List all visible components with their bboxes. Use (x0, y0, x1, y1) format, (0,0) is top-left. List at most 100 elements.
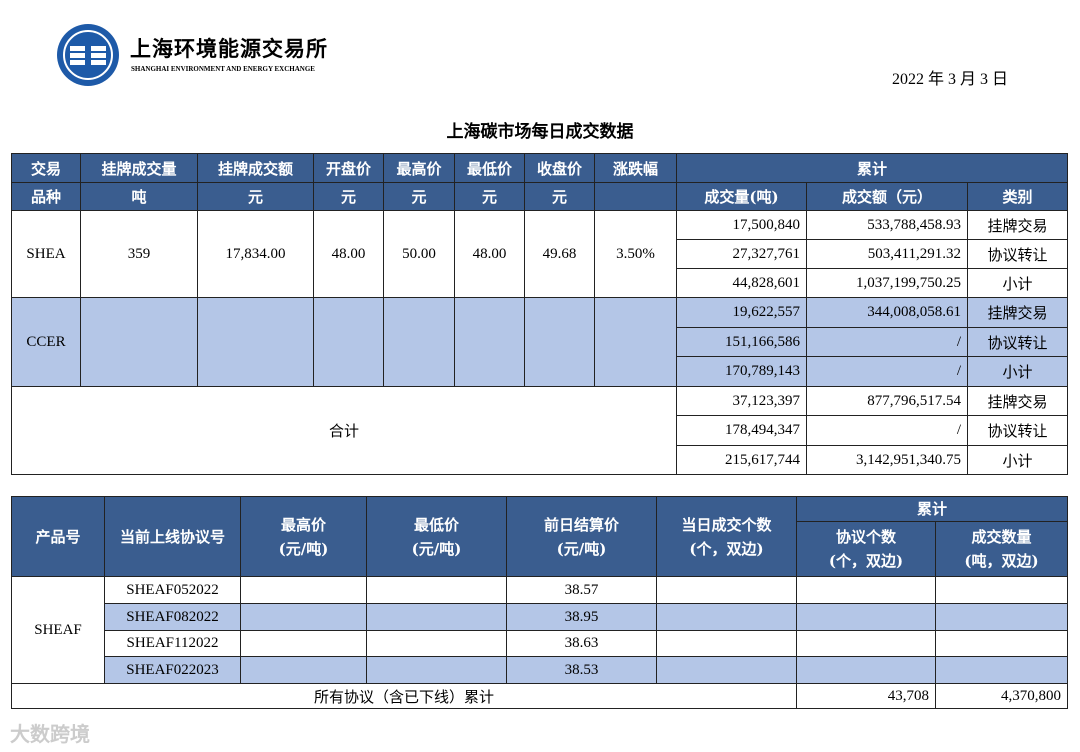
table-cell (934, 603, 1069, 631)
value-cell: 协议转让 (966, 415, 1069, 446)
table-row: 品种吨元元元元元成交量(吨) 成交额（元） 类别 (11, 182, 1069, 211)
header-text: 当前上线协议号 (119, 527, 225, 546)
table-cell (656, 603, 797, 631)
daily-trade-table: 交易 挂牌成交量 挂牌成交额 开盘价 最高价 最低价 收盘价 涨跌幅 累计 品种吨元元元元元成交量… (11, 153, 1069, 475)
column-header: 前日结算价 (元/吨) (506, 496, 657, 577)
column-header: 成交数量 (吨，双边) (934, 521, 1069, 577)
value-cell: 215,617,744 (676, 445, 807, 475)
column-header: 最低价 (元/吨) (366, 496, 507, 577)
table-cell (366, 656, 507, 684)
column-header: 元 (524, 182, 595, 211)
logo-icon (57, 24, 119, 86)
column-header: 当日成交个数 (个，双边) (656, 496, 797, 577)
value-cell: 挂牌交易 (966, 297, 1069, 328)
table-row: SHEA 359 17,834.00 48.00 50.00 48.00 49.68 3.50… (11, 210, 1069, 298)
table-row: 所有协议（含已下线）累计 43,708 4,370,800 (11, 683, 1069, 709)
date: 2022 年 3 月 3 日 (892, 71, 1009, 88)
column-header (594, 182, 677, 211)
column-header: 品种 (11, 182, 81, 211)
title: 上海碳市场每日成交数据 (446, 122, 634, 142)
total-label: 合计 (11, 386, 677, 475)
table-row: 27,327,761 503,411,291.32 协议转让 (12, 239, 1069, 269)
table-row: 产品号 当前上线协议号 最高价 (元/吨) 最低价 (元/吨) 前日结算价 (元/吨) 当日成交… (11, 496, 1069, 577)
header-text: 最低价 (413, 515, 459, 534)
value-cell: 19,622,557 (676, 297, 807, 328)
header-text: (个，双边) (689, 539, 764, 558)
header-text: 最高价 (280, 515, 326, 534)
logo-cn: 上海环境能源交易所 (130, 37, 328, 61)
table-cell (240, 576, 367, 604)
table-row: 215,617,744 3,142,951,340.75 小计 (12, 445, 1069, 475)
column-header: 成交量(吨) (676, 182, 807, 211)
value-cell: 38.53 (506, 656, 657, 684)
value-cell: 38.95 (506, 603, 657, 631)
column-header: 元 (313, 182, 384, 211)
value-cell: 17,500,840 (676, 210, 807, 240)
value-cell: / (806, 356, 968, 387)
value-cell: 38.57 (506, 576, 657, 604)
table-row: 协议个数 (个，双边) 成交数量 (吨，双边) (12, 521, 1069, 577)
header-text: (元/吨) (556, 539, 607, 558)
column-header: 元 (454, 182, 525, 211)
column-header: 涨跌幅 (594, 153, 677, 183)
table-row: SHEAF082022 38.95 (12, 603, 1069, 631)
value-cell: 533,788,458.93 (806, 210, 968, 240)
header-text: (元/吨) (278, 539, 329, 558)
column-header: 最高价 (元/吨) (240, 496, 367, 577)
column-header: 挂牌成交量 (80, 153, 198, 183)
table-cell (796, 603, 936, 631)
table-cell (656, 656, 797, 684)
column-header: 收盘价 (524, 153, 595, 183)
column-header: 交易 (11, 153, 81, 183)
column-header: 元 (197, 182, 314, 211)
header-text: 协议个数 (835, 528, 896, 546)
table-cell (383, 297, 455, 387)
table-row: 151,166,586/协议转让 (12, 327, 1069, 357)
value-cell: 48.00 (313, 210, 384, 298)
value-cell: 44,828,601 (676, 268, 807, 298)
value-cell: 3,142,951,340.75 (806, 445, 968, 475)
contract-cell: SHEAF052022 (104, 576, 241, 604)
value-cell: 挂牌交易 (966, 386, 1069, 416)
table-cell (366, 630, 507, 657)
table-row: CCER 19,622,557 344,008,058.61 挂牌交易 (11, 297, 1069, 387)
table-cell (454, 297, 525, 387)
value-cell: 503,411,291.32 (806, 239, 968, 269)
value-cell: 27,327,761 (676, 239, 807, 269)
table-row: 合计 37,123,397 877,796,517.54 挂牌交易 (11, 386, 1069, 475)
futures-table: 产品号 当前上线协议号 最高价 (元/吨) 最低价 (元/吨) 前日结算价 (元/吨) 当日成交… (11, 496, 1069, 709)
header-text: (吨，双边) (964, 552, 1039, 570)
value-cell: 151,166,586 (676, 327, 807, 357)
value-cell: 50.00 (383, 210, 455, 298)
value-cell: 178,494,347 (676, 415, 807, 446)
value-cell: 1,037,199,750.25 (806, 268, 968, 298)
table-cell (197, 297, 314, 387)
value-cell: 17,834.00 (197, 210, 314, 298)
header-text: 产品号 (35, 527, 81, 546)
product-cell: CCER (11, 297, 81, 387)
value-cell: 小计 (966, 445, 1069, 475)
table-cell (594, 297, 677, 387)
value-cell: / (806, 415, 968, 446)
column-header: 当前上线协议号 (104, 496, 241, 577)
table-cell (796, 576, 936, 604)
column-header: 类别 (966, 182, 1069, 211)
header-text: 当日成交个数 (681, 515, 772, 534)
value-cell: 170,789,143 (676, 356, 807, 387)
value-cell: 协议转让 (966, 239, 1069, 269)
table-cell (366, 603, 507, 631)
table-cell (656, 630, 797, 657)
header-text: (个，双边) (828, 552, 904, 570)
value-cell: / (806, 327, 968, 357)
table-cell (934, 656, 1069, 684)
table-cell (366, 576, 507, 604)
value-cell: 3.50% (594, 210, 677, 298)
column-header: 吨 (80, 182, 198, 211)
total-label: 所有协议（含已下线）累计 (11, 683, 797, 709)
column-header: 元 (383, 182, 455, 211)
value-cell: 小计 (966, 268, 1069, 298)
value-cell: 48.00 (454, 210, 525, 298)
value-cell: 43,708 (796, 683, 936, 709)
value-cell: 4,370,800 (934, 683, 1069, 709)
